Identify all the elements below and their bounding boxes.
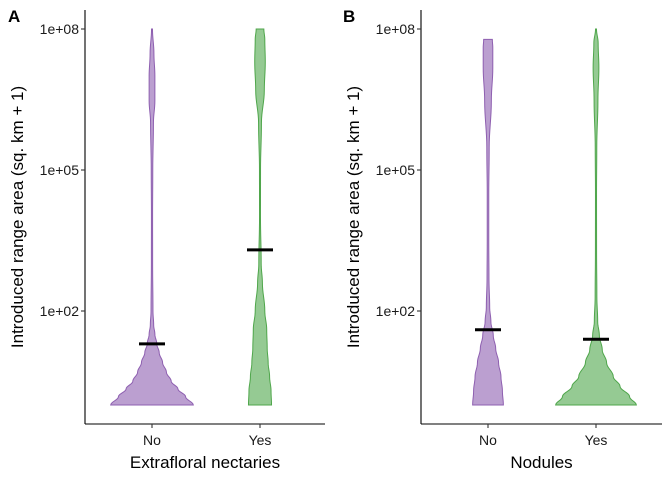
x-tick-label: No (143, 432, 161, 448)
x-tick-label: No (479, 432, 497, 448)
x-axis-title: Nodules (510, 453, 572, 472)
y-tick-label: 1e+08 (376, 21, 416, 37)
violin-yes (555, 28, 637, 406)
x-axis-title: Extrafloral nectaries (130, 453, 280, 472)
panel-letter: B (343, 7, 355, 26)
violin-no (110, 28, 194, 406)
violin-yes (247, 28, 273, 406)
y-tick-label: 1e+05 (40, 162, 80, 178)
y-tick-label: 1e+08 (40, 21, 80, 37)
y-tick-label: 1e+05 (376, 162, 416, 178)
panel-b: B 1e+02 1e+05 1e+08 No Yes Nodules Introduced r… (343, 7, 662, 472)
y-axis-title: Introduced range area (sq. km + 1) (8, 86, 27, 348)
y-tick-label: 1e+02 (376, 303, 416, 319)
x-tick-label: Yes (585, 432, 608, 448)
y-tick-label: 1e+02 (40, 303, 80, 319)
y-axis-title: Introduced range area (sq. km + 1) (344, 86, 363, 348)
violin-no (472, 38, 504, 406)
x-tick-label: Yes (249, 432, 272, 448)
panel-a: A 1e+02 1e+05 1e+08 No Yes Extrafloral nectari… (8, 7, 325, 472)
panel-letter: A (8, 7, 20, 26)
